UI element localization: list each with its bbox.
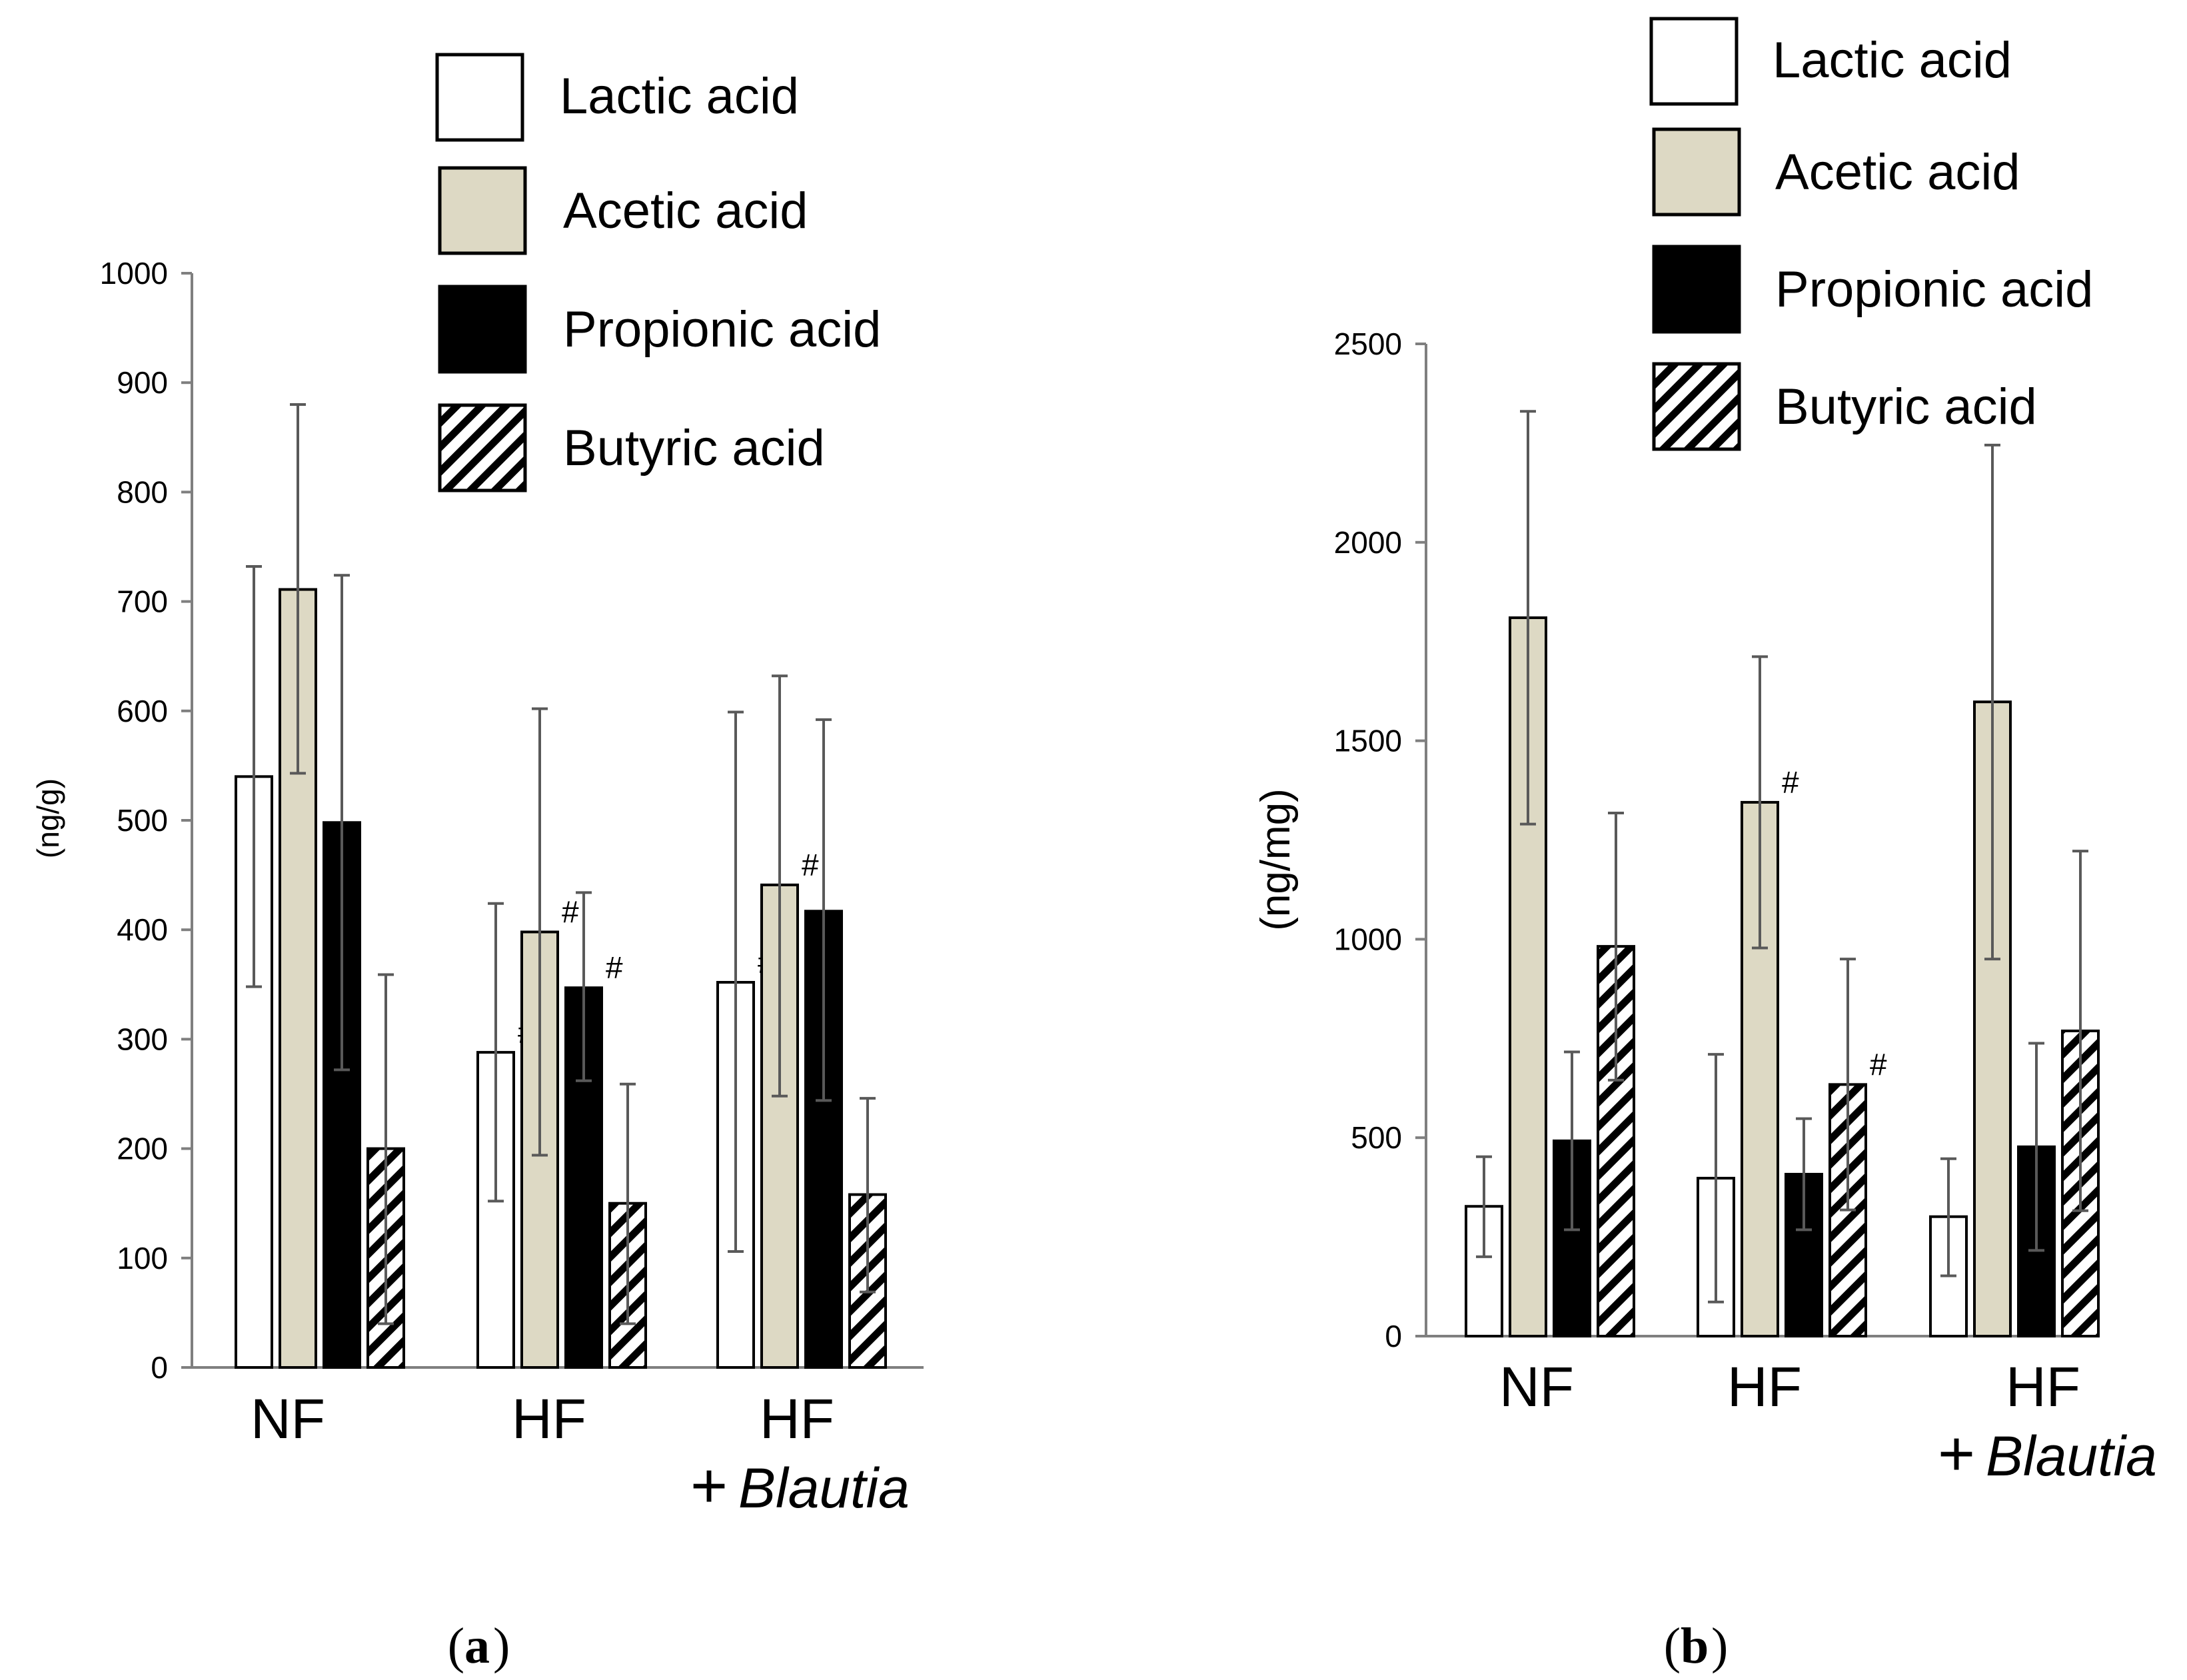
panel-b-legend: Lactic acid Acetic acid Propionic acid B… <box>1649 17 2093 451</box>
panel-b-caption-label: b <box>1681 1618 1709 1674</box>
category-label: NF <box>1499 1355 1574 1418</box>
y-tick-label: 200 <box>117 1132 168 1166</box>
y-tick-label: 400 <box>117 912 168 947</box>
category-label-italic: Blautia <box>1986 1425 2157 1487</box>
svg-text:(: ( <box>1664 1618 1681 1674</box>
significance-mark: # <box>1782 765 1799 800</box>
svg-text:(: ( <box>448 1618 464 1674</box>
category-label: NF <box>251 1387 325 1450</box>
y-tick-label: 1000 <box>1334 922 1402 956</box>
legend-swatch-acetic <box>1652 127 1741 217</box>
legend-swatch-acetic <box>438 166 527 255</box>
category-plus-sign: + <box>690 1450 728 1521</box>
panel-a-caption: ( a ) <box>448 1618 510 1674</box>
y-tick-label: 0 <box>1385 1319 1402 1353</box>
legend-swatch-propionic <box>1652 245 1741 334</box>
category-label: HF <box>2006 1355 2080 1418</box>
category-label-italic: Blautia <box>738 1457 910 1519</box>
panel-a-legend: Lactic acid Acetic acid Propionic acid B… <box>435 53 881 492</box>
legend-label-acetic: Acetic acid <box>1775 144 2020 201</box>
significance-mark: # <box>606 950 623 985</box>
legend-label-propionic: Propionic acid <box>1775 261 2093 318</box>
y-tick-label: 600 <box>117 694 168 728</box>
significance-mark: # <box>802 848 819 882</box>
y-tick-label: 500 <box>1351 1120 1402 1155</box>
legend-swatch-lactic <box>435 53 524 142</box>
y-tick-label: 100 <box>117 1241 168 1275</box>
y-tick-label: 1000 <box>100 256 168 291</box>
y-tick-label: 2500 <box>1334 327 1402 361</box>
legend-swatch-butyric <box>1652 362 1741 451</box>
legend-label-butyric: Butyric acid <box>1775 379 2037 435</box>
panel-b-chart: Lactic acid Acetic acid Propionic acid B… <box>1253 17 2157 1489</box>
bar-acetic <box>1741 800 1779 1337</box>
legend-swatch-butyric <box>438 403 527 492</box>
significance-mark: # <box>1870 1047 1887 1082</box>
significance-mark: # <box>562 894 579 929</box>
y-tick-label: 1500 <box>1334 724 1402 758</box>
y-tick-label: 700 <box>117 584 168 619</box>
panel-a-chart: Lactic acid Acetic acid Propionic acid B… <box>31 53 924 1521</box>
category-label: HF <box>760 1387 834 1450</box>
legend-label-propionic: Propionic acid <box>563 301 881 358</box>
y-tick-label: 900 <box>117 365 168 400</box>
bar-lactic <box>235 775 273 1369</box>
y-tick-label: 800 <box>117 474 168 509</box>
category-label: HF <box>1727 1355 1802 1418</box>
svg-text:): ) <box>493 1618 510 1674</box>
legend-label-acetic: Acetic acid <box>563 183 808 239</box>
legend-label-butyric: Butyric acid <box>563 420 825 476</box>
panel-a-ylabel: (ng/g) <box>31 778 65 858</box>
legend-swatch-lactic <box>1649 17 1739 106</box>
y-tick-label: 0 <box>151 1350 168 1385</box>
panel-a-caption-label: a <box>464 1618 490 1674</box>
y-tick-label: 2000 <box>1334 525 1402 560</box>
legend-label-lactic: Lactic acid <box>1773 32 2012 89</box>
y-tick-label: 300 <box>117 1022 168 1056</box>
legend-label-lactic: Lactic acid <box>560 68 799 125</box>
y-tick-label: 500 <box>117 803 168 838</box>
legend-swatch-propionic <box>438 285 527 374</box>
svg-text:): ) <box>1711 1618 1728 1674</box>
panel-b-ylabel: (ng/mg) <box>1253 788 1299 931</box>
panel-b-caption: ( b ) <box>1664 1618 1729 1674</box>
category-plus-sign: + <box>1938 1418 1975 1489</box>
category-label: HF <box>512 1387 586 1450</box>
